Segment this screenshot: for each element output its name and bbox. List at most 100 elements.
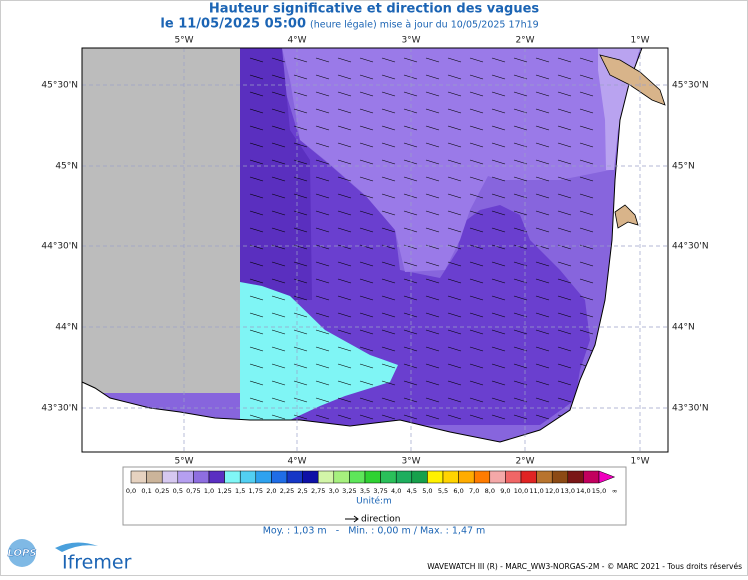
map xyxy=(81,47,669,453)
wave-arrow xyxy=(403,91,418,97)
colorbar-swatch xyxy=(442,470,459,484)
wave-arrow xyxy=(491,346,506,352)
wave-arrow xyxy=(469,193,484,199)
colorbar-label: 8,0 xyxy=(485,487,495,495)
wave-arrow xyxy=(381,91,396,97)
wave-arrow xyxy=(381,125,396,131)
colorbar-swatch xyxy=(271,470,288,484)
direction-label: direction xyxy=(361,515,400,525)
map-border xyxy=(81,47,669,453)
wave-arrow xyxy=(271,414,286,420)
wave-arrow xyxy=(271,125,286,131)
wave-arrow xyxy=(249,312,264,318)
lon-label: 1°W xyxy=(630,36,649,46)
wave-arrow xyxy=(557,363,572,369)
wave-arrow xyxy=(271,380,286,386)
wave-arrow xyxy=(337,295,352,301)
lat-label: 43°30'N xyxy=(672,404,709,414)
wave-arrow xyxy=(403,210,418,216)
wave-arrow xyxy=(557,91,572,97)
wave-arrow xyxy=(469,363,484,369)
wave-arrow xyxy=(469,57,484,63)
wave-arrow xyxy=(381,227,396,233)
island xyxy=(614,204,639,229)
sea-zone xyxy=(240,48,590,425)
wave-arrow xyxy=(337,414,352,420)
wave-arrow xyxy=(557,278,572,284)
wave-arrow xyxy=(381,414,396,420)
wave-arrow xyxy=(557,227,572,233)
lat-label: 43°30'N xyxy=(41,404,78,414)
wave-arrow xyxy=(293,210,308,216)
colorbar-label: 0,5 xyxy=(173,487,183,495)
wave-arrow xyxy=(249,108,264,114)
wave-arrow xyxy=(535,159,550,165)
ifremer-text: Ifremer xyxy=(62,552,132,574)
colorbar-label: 7,0 xyxy=(469,487,479,495)
wave-arrow xyxy=(447,363,462,369)
wave-arrow xyxy=(359,176,374,182)
wave-arrow xyxy=(381,380,396,386)
wave-arrow xyxy=(579,159,594,165)
wave-arrow xyxy=(557,261,572,267)
colorbar-label: 4,0 xyxy=(391,487,401,495)
lon-label: 3°W xyxy=(401,457,420,467)
colorbar-label: 0,25 xyxy=(155,487,169,495)
wave-arrow xyxy=(425,346,440,352)
wave-arrow xyxy=(513,57,528,63)
lat-label: 45°30'N xyxy=(41,81,78,91)
wave-arrow xyxy=(337,91,352,97)
wave-arrow xyxy=(557,312,572,318)
wave-arrow xyxy=(447,329,462,335)
wave-arrow xyxy=(381,193,396,199)
colorbar-label: 4,5 xyxy=(407,487,417,495)
wave-arrow xyxy=(271,108,286,114)
wave-arrow xyxy=(315,295,330,301)
wave-arrow xyxy=(249,346,264,352)
wave-arrow xyxy=(337,329,352,335)
colorbar-swatch xyxy=(286,470,303,484)
wave-arrow xyxy=(491,414,506,420)
colorbar-label: 3,0 xyxy=(329,487,339,495)
colorbar-label: 3,25 xyxy=(342,487,356,495)
wave-arrow xyxy=(381,108,396,114)
wave-arrow xyxy=(293,91,308,97)
colorbar-label: 11,0 xyxy=(529,487,543,495)
wave-arrow xyxy=(513,329,528,335)
wave-arrow xyxy=(381,329,396,335)
wave-arrow xyxy=(447,91,462,97)
wave-arrow xyxy=(425,142,440,148)
wave-arrow xyxy=(491,159,506,165)
wave-arrow xyxy=(315,414,330,420)
colorbar-swatch xyxy=(473,470,491,484)
wave-arrow xyxy=(469,312,484,318)
wave-arrow xyxy=(469,91,484,97)
wave-arrow xyxy=(469,329,484,335)
wave-arrow xyxy=(359,57,374,63)
wave-arrow xyxy=(359,261,374,267)
colorbar-swatch xyxy=(177,470,194,484)
colorbar-label: 14,0 xyxy=(576,487,590,495)
wave-arrow xyxy=(491,244,506,250)
colorbar-swatch xyxy=(349,470,366,484)
wave-arrow xyxy=(249,74,264,80)
wave-arrow xyxy=(315,125,330,131)
wave-arrow xyxy=(337,193,352,199)
colorbar-label: 12,0 xyxy=(545,487,559,495)
wave-arrow xyxy=(249,380,264,386)
wave-arrow xyxy=(535,193,550,199)
wave-arrow xyxy=(403,363,418,369)
wave-arrow xyxy=(579,227,594,233)
wave-arrow xyxy=(447,142,462,148)
wave-arrow xyxy=(359,159,374,165)
wave-arrow xyxy=(579,346,594,352)
colorbar-swatch xyxy=(567,470,584,484)
wave-arrow xyxy=(271,142,286,148)
wave-arrow xyxy=(403,278,418,284)
wave-arrow xyxy=(315,261,330,267)
wave-arrow xyxy=(271,57,286,63)
colorbar-swatch xyxy=(333,470,350,484)
wave-arrow xyxy=(403,380,418,386)
wave-arrow xyxy=(315,74,330,80)
wave-arrow xyxy=(293,414,308,420)
